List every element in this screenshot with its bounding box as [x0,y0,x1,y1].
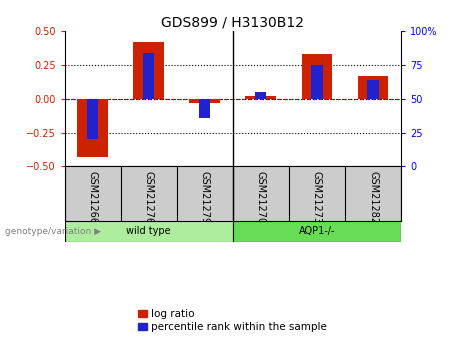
Text: GSM21282: GSM21282 [368,171,378,224]
Bar [255,92,266,99]
Text: GSM21266: GSM21266 [88,171,98,224]
Bar [189,99,220,103]
Bar [358,76,389,99]
Bar [367,80,378,99]
Text: GSM21279: GSM21279 [200,171,210,224]
Bar [245,96,276,99]
Bar [65,220,233,242]
Bar [87,99,98,139]
Bar [311,65,323,99]
Bar [133,42,164,99]
Bar [199,99,210,118]
Text: GSM21273: GSM21273 [312,171,322,224]
Bar [77,99,108,157]
Title: GDS899 / H3130B12: GDS899 / H3130B12 [161,16,304,30]
Bar [301,54,332,99]
Bar [233,220,401,242]
Text: genotype/variation ▶: genotype/variation ▶ [5,227,100,236]
Text: AQP1-/-: AQP1-/- [299,226,335,236]
Text: GSM21276: GSM21276 [144,171,154,224]
Text: GSM21270: GSM21270 [256,171,266,224]
Text: wild type: wild type [126,226,171,236]
Bar [143,53,154,99]
Legend: log ratio, percentile rank within the sample: log ratio, percentile rank within the sa… [134,305,331,336]
